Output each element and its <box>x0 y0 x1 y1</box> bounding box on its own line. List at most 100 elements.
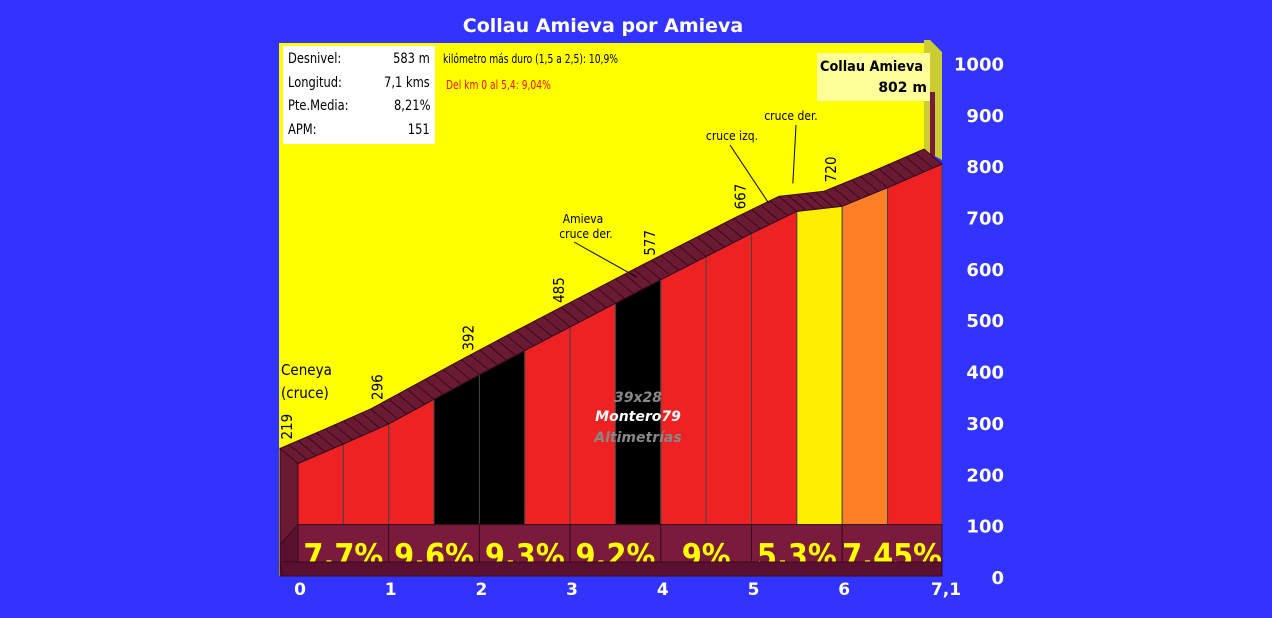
road-stripe <box>370 408 390 425</box>
summit-altitude: 802 m <box>878 80 927 96</box>
road-stripe <box>778 195 798 212</box>
road-stripe <box>343 420 362 437</box>
annotation-cruce-der: cruce der. <box>764 109 817 123</box>
watermark-line-2: Montero79 <box>595 409 681 425</box>
y-axis: 0 100 200 300 400 500 600 700 800 900 1000 <box>954 54 1004 589</box>
road-stripe <box>397 393 417 410</box>
x-tick-label: 7,1 <box>931 580 961 600</box>
road-stripe <box>669 250 689 267</box>
road-stripe <box>506 335 526 351</box>
grade-cell <box>751 524 843 563</box>
road-stripe <box>306 436 326 453</box>
road-stripe <box>705 231 725 248</box>
grade-cell <box>569 524 662 563</box>
segment-note: Del km 0 al 5,4: 9,04% <box>446 78 551 92</box>
road-stripe <box>624 273 643 290</box>
road-stripe <box>515 330 535 347</box>
stat-value: 7,1 kms <box>384 74 430 91</box>
road-stripe <box>724 222 743 239</box>
grade-cell <box>660 524 752 563</box>
road-stripe <box>288 444 308 461</box>
watermark-line-1: 39x28 <box>614 390 662 406</box>
stat-value: 151 <box>408 121 430 138</box>
segment-fill <box>433 373 480 526</box>
road-stripe <box>787 194 807 211</box>
stat-row-desnivel: Desnivel: 583 m <box>288 48 430 72</box>
grade-cell <box>388 524 480 563</box>
segment-fill <box>660 255 707 526</box>
x-tick-label: 2 <box>475 580 487 600</box>
y-tick-label: 600 <box>966 260 1004 281</box>
road-stripe <box>687 241 707 257</box>
road-stripe <box>388 398 408 415</box>
segment-fill <box>796 205 843 526</box>
road-stripe <box>452 364 471 380</box>
y-tick-label: 400 <box>966 363 1004 384</box>
road-stripe <box>415 383 435 400</box>
road-stripe <box>597 287 616 304</box>
road-stripe <box>497 339 517 356</box>
y-tick-label: 300 <box>966 414 1004 435</box>
road-stripe <box>551 311 571 328</box>
altitude-labels: 219 296 392 485 577 667 720 <box>278 156 840 439</box>
altitude-label: 720 <box>822 156 840 182</box>
road-stripe <box>488 344 507 361</box>
grade-cell <box>478 524 571 563</box>
road-stripe <box>569 302 589 318</box>
road-stripe <box>832 187 852 203</box>
segment-fill <box>841 186 889 526</box>
road-stripe <box>869 172 888 189</box>
segment-fill <box>524 326 571 526</box>
y-tick-label: 500 <box>966 311 1004 332</box>
stats-box: Desnivel: 583 m Longitud: 7,1 kms Pte.Me… <box>283 46 435 144</box>
road-stripe <box>823 190 843 207</box>
segment-fills <box>297 163 943 526</box>
grade-cell <box>841 524 943 563</box>
stat-label: Pte.Media: <box>288 98 349 114</box>
annotation-amieva: Amieva <box>563 212 604 226</box>
segment-fill <box>751 210 798 526</box>
annotation-leader <box>573 241 637 278</box>
segment-fill <box>887 163 943 526</box>
stat-label: Longitud: <box>288 74 342 91</box>
x-tick-label: 5 <box>748 580 760 600</box>
stat-row-pendiente-media: Pte.Media: 8,21% <box>288 95 430 119</box>
road-stripe <box>878 168 897 185</box>
road-stripe <box>751 209 770 225</box>
y-tick-label: 800 <box>966 157 1004 178</box>
road-stripe <box>334 424 353 441</box>
road-stripe <box>606 283 625 299</box>
x-tick-label: 1 <box>385 580 397 600</box>
altitude-label: 667 <box>732 184 750 210</box>
x-tick-label: 6 <box>838 580 850 600</box>
road-stripe <box>660 255 680 271</box>
segment-fill <box>705 232 752 526</box>
y-tick-label: 900 <box>966 106 1004 127</box>
stat-row-apm: APM: 151 <box>288 119 430 143</box>
road-stripe <box>805 192 825 209</box>
stat-label: APM: <box>288 121 317 138</box>
road-stripe <box>842 183 861 200</box>
road-stripe <box>361 412 380 429</box>
road-stripe <box>914 152 934 169</box>
road-stripe <box>442 369 462 385</box>
chart-title: Collau Amieva por Amieva <box>463 15 743 37</box>
stat-label: Desnivel: <box>288 51 342 67</box>
road-stripe <box>578 297 598 314</box>
y-tick-label: 0 <box>991 568 1004 589</box>
altitude-label: 577 <box>641 230 659 256</box>
road-stripe <box>424 379 444 395</box>
road-stripe <box>860 176 879 192</box>
altitude-label: 485 <box>550 277 568 303</box>
road-stripe <box>896 160 916 177</box>
road-stripe <box>379 403 399 420</box>
road-stripe <box>560 306 580 323</box>
grade-cell <box>297 524 390 563</box>
grade-base: 7,7% 9,6% 9,3% 9,2% 9% 5,3% 7,45% <box>279 523 943 578</box>
road-stripe <box>814 191 834 208</box>
y-tick-label: 100 <box>966 517 1004 538</box>
road-stripe <box>297 440 317 457</box>
road-stripe <box>696 236 716 253</box>
